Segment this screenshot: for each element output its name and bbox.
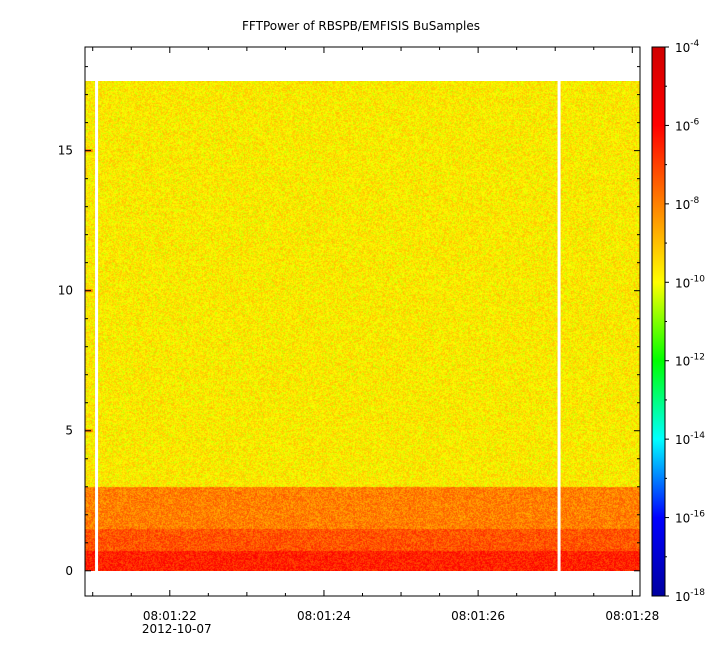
x-tick-date-label: 2012-10-07 [142,622,212,636]
spectrogram-heatmap [85,81,640,571]
y-tick-label: 5 [65,424,73,438]
chart-title: FFTPower of RBSPB/EMFISIS BuSamples [242,19,480,33]
y-axis: 0 5 10 15 [58,66,640,578]
x-tick-label: 08:01:28 [605,609,659,623]
colorbar-tick-label: 10-6 [675,117,700,133]
colorbar-tick-label: 10-16 [675,510,705,526]
colorbar-tick-label: 10-10 [675,274,705,290]
y-tick-label: 15 [58,144,73,158]
colorbar-tick-label: 10-8 [675,196,700,212]
colorbar-tick-label: 10-12 [675,353,705,369]
colorbar [651,46,666,597]
data-gap [95,81,99,571]
heatmap-raster [85,81,640,571]
data-gap [557,81,561,571]
colorbar-tick-label: 10-18 [675,588,705,604]
x-tick-label: 08:01:22 [143,609,197,623]
colorbar-tick-label: 10-4 [675,39,700,55]
x-tick-label: 08:01:26 [451,609,505,623]
colorbar-tick-label: 10-14 [675,431,705,447]
y-tick-label: 0 [65,564,73,578]
y-tick-label: 10 [58,284,73,298]
x-tick-label: 08:01:24 [297,609,351,623]
colorbar-axis: 10-4 10-6 10-8 10-10 10-12 10-14 10-16 10-18 [665,39,705,604]
data-gaps [95,81,561,571]
